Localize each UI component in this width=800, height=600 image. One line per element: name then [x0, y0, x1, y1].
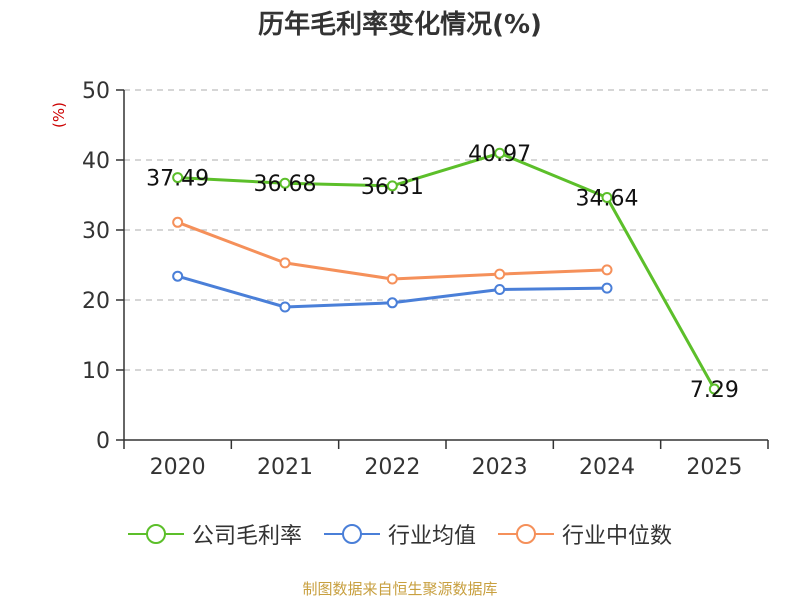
- x-tick-label: 2023: [472, 455, 528, 480]
- data-label: 36.31: [361, 175, 424, 200]
- data-point: [708, 383, 720, 395]
- data-label: 34.64: [576, 187, 639, 212]
- data-point: [386, 273, 398, 285]
- y-tick-label: 0: [96, 429, 110, 454]
- data-point: [601, 282, 613, 294]
- x-tick-label: 2020: [150, 455, 206, 480]
- legend-item-industry-mean[interactable]: 行业均值: [323, 518, 476, 550]
- legend-label: 行业中位数: [562, 524, 673, 549]
- series-line: [177, 220, 608, 281]
- y-tick-label: 40: [82, 149, 110, 174]
- y-tick-label: 30: [82, 219, 110, 244]
- data-point: [494, 147, 506, 159]
- data-point: [172, 216, 184, 228]
- legend-label: 公司毛利率: [191, 524, 302, 549]
- y-tick-label: 20: [82, 289, 110, 314]
- data-point: [494, 284, 506, 295]
- data-label: 40.97: [468, 142, 531, 167]
- legend-item-company-margin[interactable]: 公司毛利率: [127, 518, 302, 550]
- data-label: 37.49: [146, 167, 209, 192]
- data-point: [601, 264, 613, 276]
- legend-line-icon: [127, 524, 184, 544]
- data-label: 36.68: [254, 172, 317, 197]
- data-point: [172, 270, 184, 282]
- y-tick-label: 10: [82, 359, 110, 384]
- x-tick-label: 2022: [364, 455, 420, 480]
- chart-title: 历年毛利率变化情况(%): [258, 10, 542, 40]
- data-label: 7.29: [690, 378, 739, 403]
- legend-item-industry-median[interactable]: 行业中位数: [498, 518, 672, 550]
- data-point: [494, 268, 506, 280]
- data-source-note: 制图数据来自恒生聚源数据库: [302, 580, 498, 598]
- x-tick-label: 2021: [257, 455, 313, 480]
- x-tick-label: 2024: [579, 455, 635, 480]
- x-tick-label: 2025: [686, 455, 742, 480]
- series-line: [177, 151, 716, 390]
- legend-label: 行业均值: [387, 524, 476, 549]
- data-point: [279, 301, 291, 313]
- legend-line-icon: [323, 524, 380, 544]
- y-tick-label: 50: [82, 79, 110, 104]
- data-point: [279, 177, 291, 189]
- data-point: [386, 180, 398, 192]
- data-point: [172, 172, 184, 184]
- legend-line-icon: [498, 524, 554, 544]
- data-point: [601, 192, 613, 204]
- data-point: [386, 297, 398, 309]
- legend: 公司毛利率 行业均值 行业中位数: [0, 518, 800, 550]
- data-point: [279, 257, 291, 269]
